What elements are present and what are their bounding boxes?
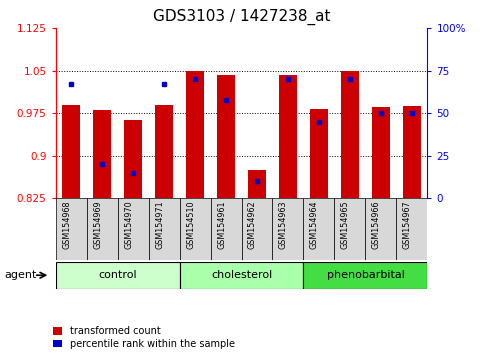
- Text: GSM154964: GSM154964: [310, 200, 319, 249]
- Bar: [334, 198, 366, 260]
- Bar: [62, 105, 80, 198]
- Bar: [186, 71, 204, 198]
- Text: cholesterol: cholesterol: [211, 270, 272, 280]
- Text: phenobarbital: phenobarbital: [327, 270, 404, 280]
- Bar: [56, 198, 86, 260]
- Bar: [372, 107, 390, 198]
- Bar: [310, 109, 328, 198]
- Bar: [403, 107, 421, 198]
- Text: GSM154969: GSM154969: [93, 200, 102, 249]
- Text: control: control: [98, 270, 137, 280]
- Text: GSM154961: GSM154961: [217, 200, 226, 249]
- Bar: [303, 198, 334, 260]
- Bar: [124, 120, 142, 198]
- Bar: [155, 105, 173, 198]
- Text: GSM154966: GSM154966: [372, 200, 381, 249]
- Text: GSM154965: GSM154965: [341, 200, 350, 249]
- Text: GSM154962: GSM154962: [248, 200, 257, 249]
- Text: GSM154963: GSM154963: [279, 200, 288, 249]
- Bar: [303, 262, 427, 289]
- Bar: [279, 75, 297, 198]
- Bar: [149, 198, 180, 260]
- Bar: [272, 198, 303, 260]
- Bar: [56, 262, 180, 289]
- Bar: [180, 262, 303, 289]
- Legend: transformed count, percentile rank within the sample: transformed count, percentile rank withi…: [53, 326, 235, 349]
- Bar: [117, 198, 149, 260]
- Bar: [366, 198, 397, 260]
- Text: agent: agent: [5, 270, 37, 280]
- Bar: [211, 198, 242, 260]
- Bar: [217, 75, 235, 198]
- Text: GSM154970: GSM154970: [124, 200, 133, 249]
- Text: GSM154971: GSM154971: [155, 200, 164, 249]
- Bar: [180, 198, 211, 260]
- Bar: [86, 198, 117, 260]
- Bar: [341, 71, 359, 198]
- Bar: [242, 198, 272, 260]
- Bar: [248, 170, 266, 198]
- Text: GDS3103 / 1427238_at: GDS3103 / 1427238_at: [153, 9, 330, 25]
- Text: GSM154967: GSM154967: [403, 200, 412, 249]
- Text: GSM154968: GSM154968: [62, 200, 71, 249]
- Bar: [93, 110, 112, 198]
- Bar: [397, 198, 427, 260]
- Text: GSM154510: GSM154510: [186, 200, 195, 249]
